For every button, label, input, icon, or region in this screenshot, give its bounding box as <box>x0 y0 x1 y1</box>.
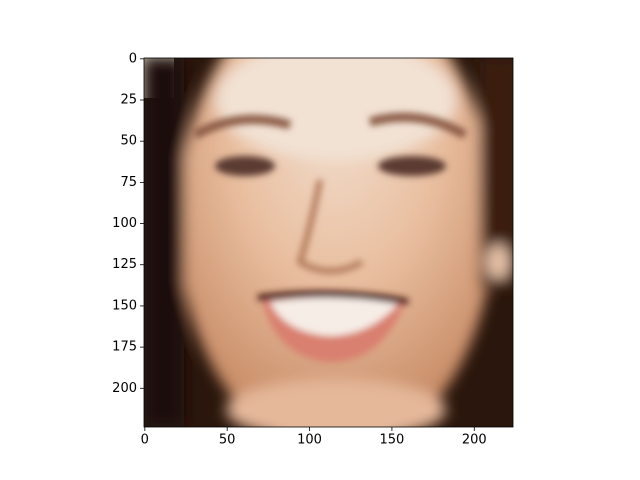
y-tick-label: 25 <box>120 93 137 108</box>
y-tick-label: 75 <box>120 175 137 190</box>
face-image <box>144 58 513 427</box>
face <box>178 58 494 427</box>
chin <box>226 380 446 427</box>
left-hair <box>144 58 184 427</box>
y-tick-label: 175 <box>112 340 137 355</box>
y-tick-label: 100 <box>112 216 137 231</box>
x-tick-label: 100 <box>297 433 322 448</box>
x-tick-label: 50 <box>219 433 236 448</box>
mouth-line <box>257 290 409 306</box>
y-tick-label: 150 <box>112 298 137 313</box>
forehead <box>216 58 456 160</box>
ear <box>486 244 510 280</box>
axes-frame <box>143 57 514 428</box>
right-eyebrow <box>368 112 468 139</box>
nose <box>296 179 364 274</box>
y-tick-label: 200 <box>112 381 137 396</box>
y-tick-label: 50 <box>120 134 137 149</box>
x-tick-label: 150 <box>380 433 405 448</box>
y-tick-label: 0 <box>129 51 137 66</box>
y-tick-label: 125 <box>112 257 137 272</box>
right-eye <box>378 156 446 176</box>
left-eye <box>215 156 275 176</box>
teeth <box>270 297 398 336</box>
left-eyebrow <box>192 114 292 139</box>
x-tick-label: 0 <box>141 433 149 448</box>
x-tick-label: 200 <box>462 433 487 448</box>
